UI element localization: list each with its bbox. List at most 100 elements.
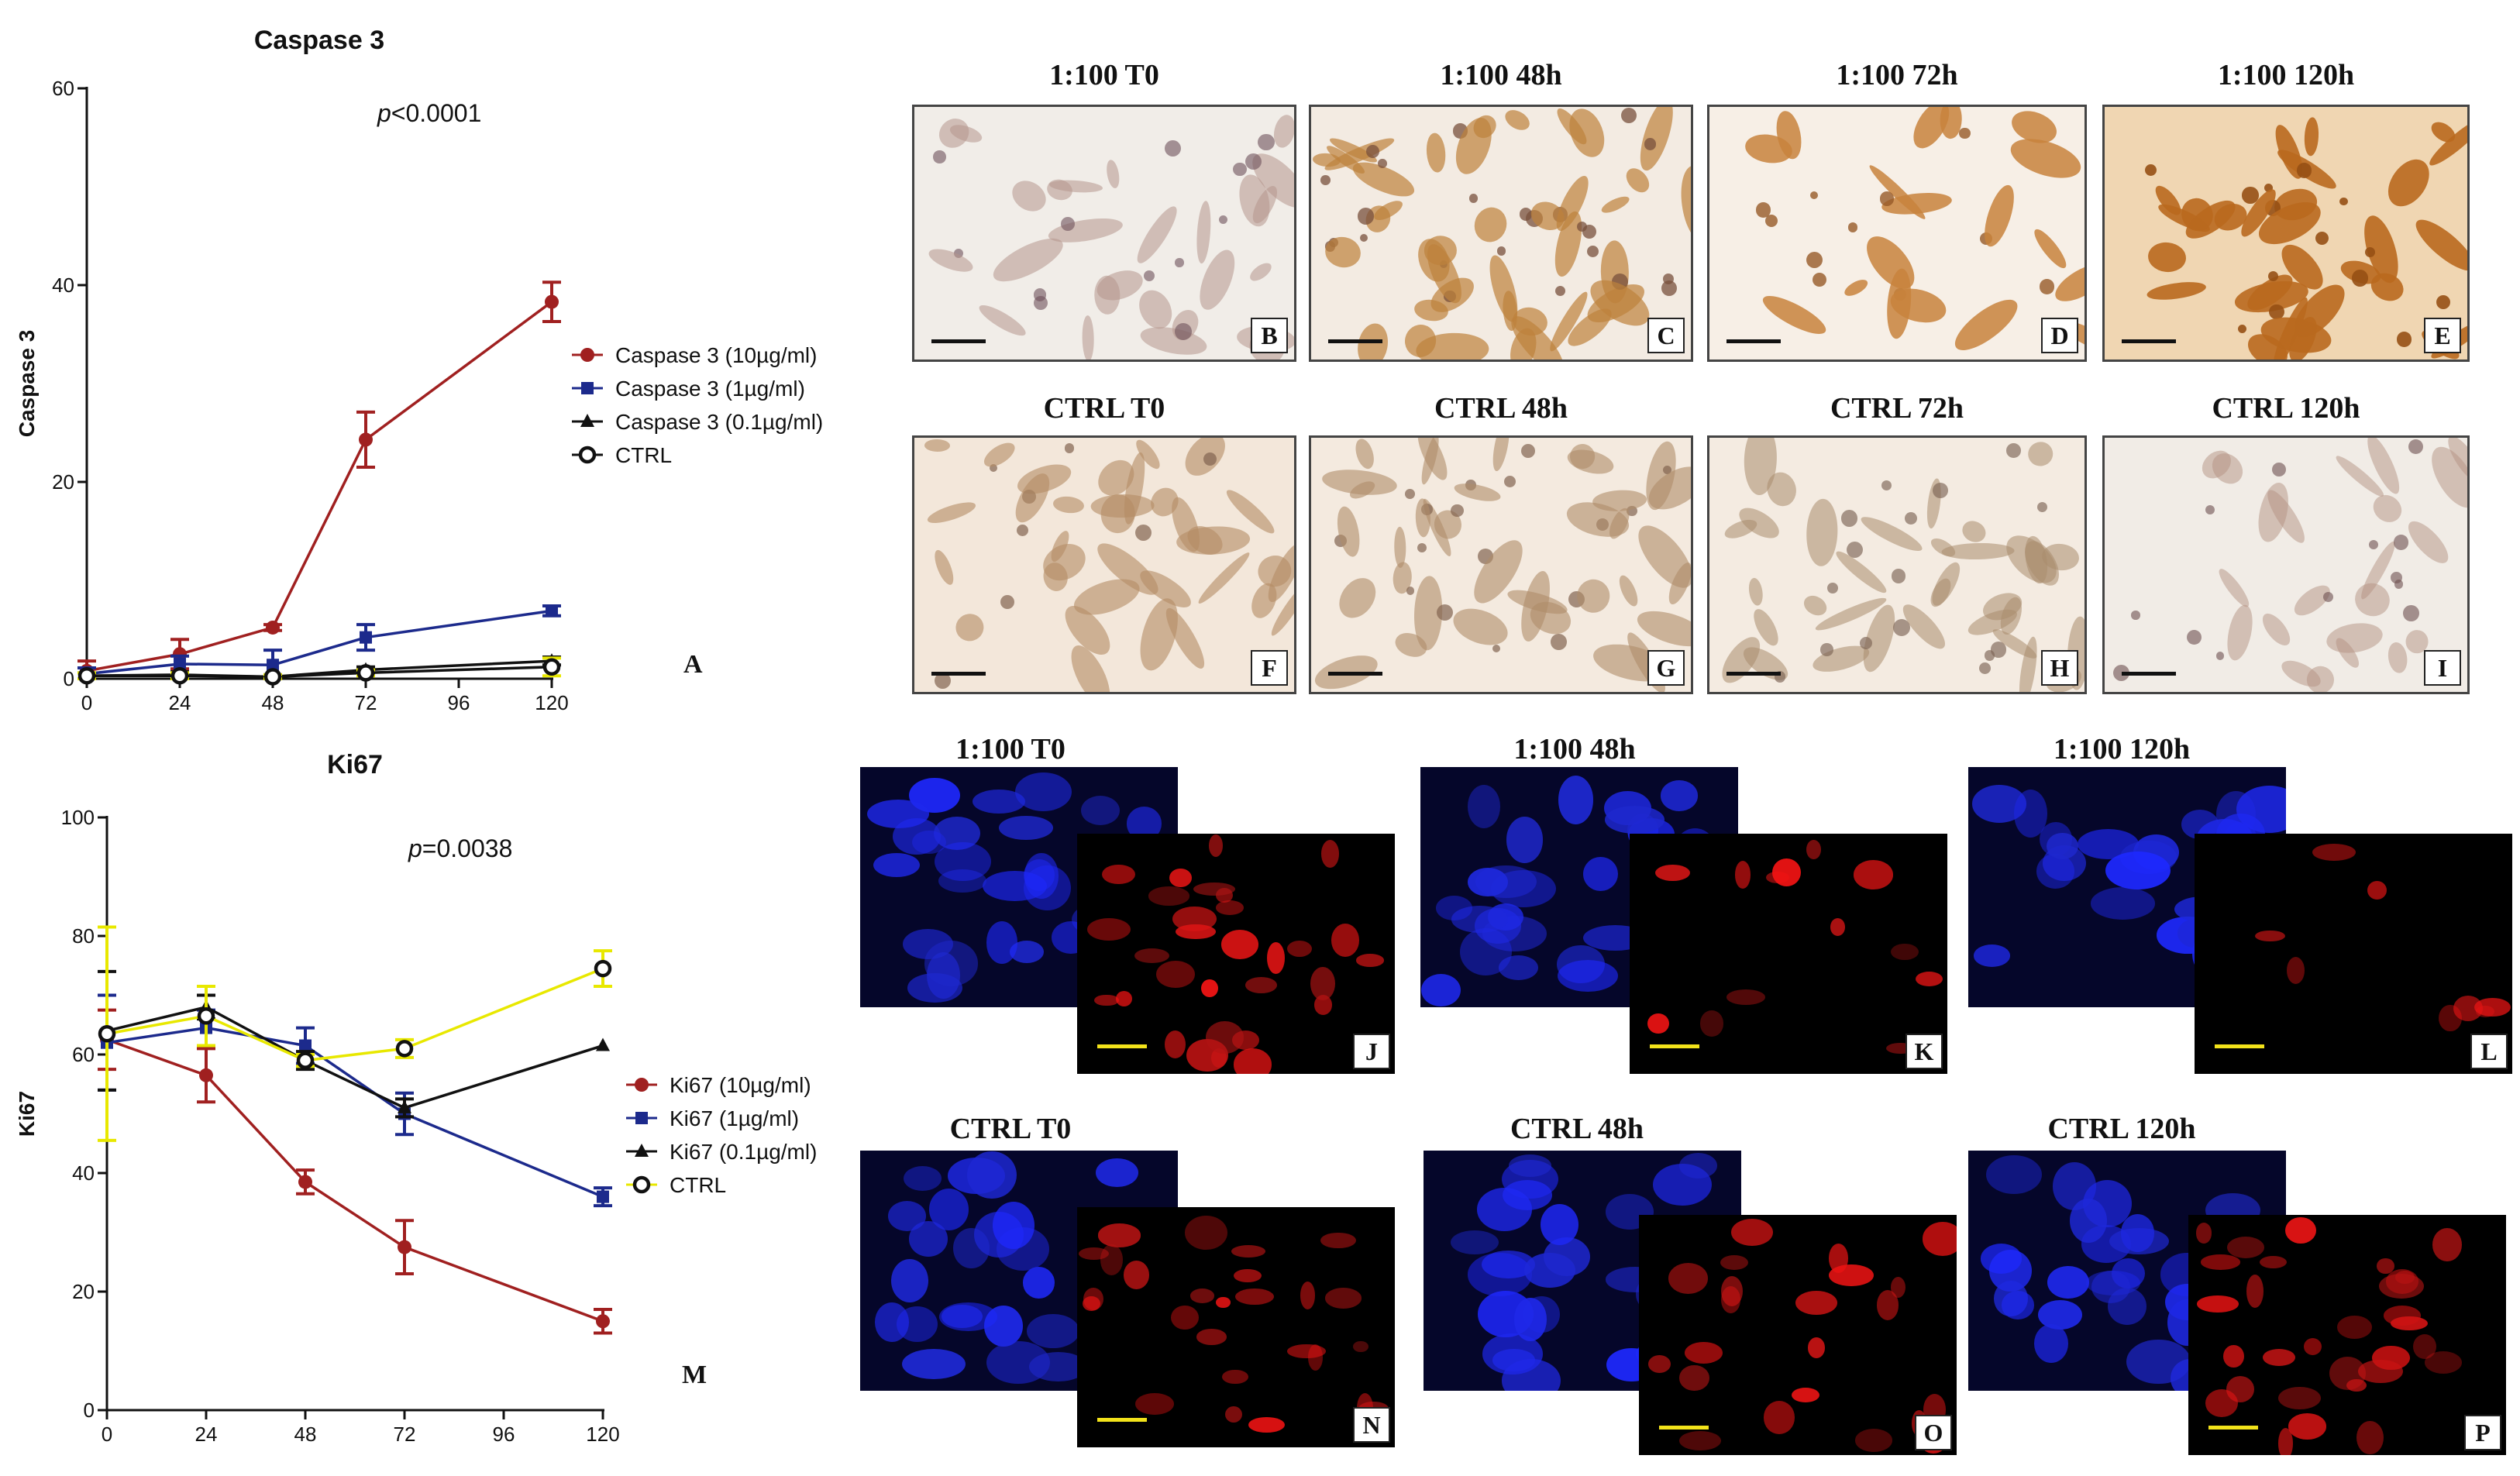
- legend-marker: [581, 382, 594, 394]
- nucleus-shape: [986, 921, 1017, 964]
- nucleus-shape: [2120, 1213, 2155, 1252]
- stained-cell-shape: [1171, 1305, 1200, 1330]
- nucleus-shape: [990, 464, 998, 473]
- stained-cell-shape: [1829, 1264, 1875, 1287]
- panel-letter: L: [2470, 1034, 2508, 1069]
- ihc-panel-title: CTRL 48h: [1434, 392, 1568, 425]
- nucleus-shape: [1893, 619, 1910, 637]
- nucleus-shape: [1203, 452, 1217, 466]
- cell-shape: [1194, 549, 1253, 607]
- cell-shape: [1575, 577, 1612, 615]
- panel-letter: O: [1915, 1415, 1952, 1450]
- nucleus-shape: [1820, 643, 1834, 656]
- nucleus-shape: [1014, 772, 1072, 811]
- x-tick-label: 48: [294, 1423, 317, 1446]
- nucleus-shape: [1974, 944, 2011, 967]
- legend-marker: [635, 1078, 649, 1092]
- nucleus-shape: [2215, 652, 2224, 660]
- cell-shape: [2303, 117, 2320, 157]
- y-tick-label: 20: [72, 1280, 95, 1303]
- nucleus-shape: [1467, 1253, 1532, 1296]
- stained-cell-shape: [1891, 943, 1919, 960]
- nucleus-shape: [1437, 604, 1454, 621]
- cell-shape: [1424, 235, 1458, 265]
- panel-letter: H: [2041, 650, 2078, 686]
- x-tick-label: 120: [535, 691, 568, 714]
- y-tick-label: 40: [52, 274, 74, 297]
- stained-cell-shape: [1102, 864, 1135, 885]
- nucleus-shape: [1095, 1158, 1139, 1188]
- nucleus-shape: [2393, 535, 2409, 550]
- nucleus-shape: [2113, 664, 2130, 681]
- stained-cell-shape: [1915, 972, 1943, 987]
- cell-shape: [1806, 498, 1840, 567]
- stained-cell-shape: [1699, 1010, 1724, 1037]
- nucleus-shape: [992, 1202, 1035, 1249]
- stained-cell-shape: [2304, 1337, 2322, 1355]
- cell-shape: [926, 498, 978, 528]
- nucleus-shape: [2364, 246, 2375, 257]
- stained-cell-shape: [1115, 990, 1133, 1007]
- cell-shape: [987, 230, 1069, 291]
- ihc-micrograph: F: [912, 435, 1296, 694]
- data-point: [398, 1099, 411, 1113]
- nucleus-shape: [1661, 280, 1678, 297]
- cell-shape: [1352, 438, 1378, 471]
- stained-cell-shape: [1731, 1218, 1773, 1246]
- data-point: [174, 657, 186, 670]
- nucleus-shape: [1175, 258, 1184, 267]
- cell-shape: [1947, 291, 2025, 359]
- nucleus-shape: [2264, 184, 2274, 192]
- if-panel-title: CTRL T0: [949, 1113, 1072, 1145]
- x-tick-label: 96: [448, 691, 470, 714]
- ki67-stain-image: P: [2188, 1215, 2506, 1455]
- panel-letter: I: [2424, 650, 2461, 686]
- cell-shape: [1833, 547, 1891, 597]
- stained-cell-shape: [1726, 989, 1765, 1005]
- ihc-panel-title: 1:100 T0: [1049, 59, 1159, 91]
- nucleus-shape: [1366, 144, 1380, 158]
- nucleus-shape: [2006, 443, 2021, 459]
- stained-cell-shape: [1854, 860, 1893, 889]
- panel-letter: M: [682, 1361, 707, 1389]
- cell-shape: [1758, 289, 1831, 342]
- nucleus-shape: [2105, 851, 2171, 890]
- stained-cell-shape: [1094, 994, 1119, 1006]
- cell-shape: [1007, 174, 1052, 218]
- nucleus-shape: [1978, 662, 1991, 674]
- nucleus-shape: [2323, 591, 2334, 602]
- stained-cell-shape: [1647, 1354, 1671, 1373]
- series-line: [87, 666, 553, 679]
- p-value-text: <0.0001: [391, 99, 482, 127]
- nucleus-shape: [1576, 222, 1587, 232]
- stained-cell-shape: [1216, 1296, 1231, 1309]
- nucleus-shape: [1027, 1313, 1080, 1348]
- nucleus-shape: [2242, 187, 2259, 204]
- stained-cell-shape: [2376, 1258, 2394, 1275]
- panel-letter: P: [2464, 1415, 2501, 1450]
- stained-cell-shape: [1720, 1275, 1744, 1307]
- panel-letter: G: [1647, 650, 1685, 686]
- nucleus-shape: [1827, 583, 1838, 593]
- stained-cell-shape: [1148, 886, 1190, 906]
- data-point: [266, 620, 280, 635]
- x-tick-label: 0: [102, 1423, 112, 1446]
- stained-cell-shape: [2336, 1315, 2373, 1339]
- legend-marker: [635, 1144, 649, 1157]
- stained-cell-shape: [2246, 1275, 2264, 1309]
- y-axis-label: Caspase 3: [15, 330, 39, 438]
- nucleus-shape: [1064, 442, 1075, 453]
- ihc-micrograph: D: [1707, 105, 2087, 362]
- stained-cell-shape: [2254, 930, 2285, 942]
- stained-cell-shape: [2285, 1217, 2317, 1244]
- stained-cell-shape: [1201, 979, 1218, 997]
- cell-shape: [931, 547, 958, 587]
- ihc-panel-title: 1:100 48h: [1440, 59, 1562, 91]
- stained-cell-shape: [2439, 1004, 2462, 1032]
- nucleus-shape: [935, 842, 991, 882]
- nucleus-shape: [1662, 465, 1672, 474]
- stained-cell-shape: [2195, 1223, 2212, 1244]
- legend-marker: [578, 446, 597, 464]
- nucleus-shape: [1809, 191, 1819, 200]
- nucleus-shape: [1359, 233, 1368, 242]
